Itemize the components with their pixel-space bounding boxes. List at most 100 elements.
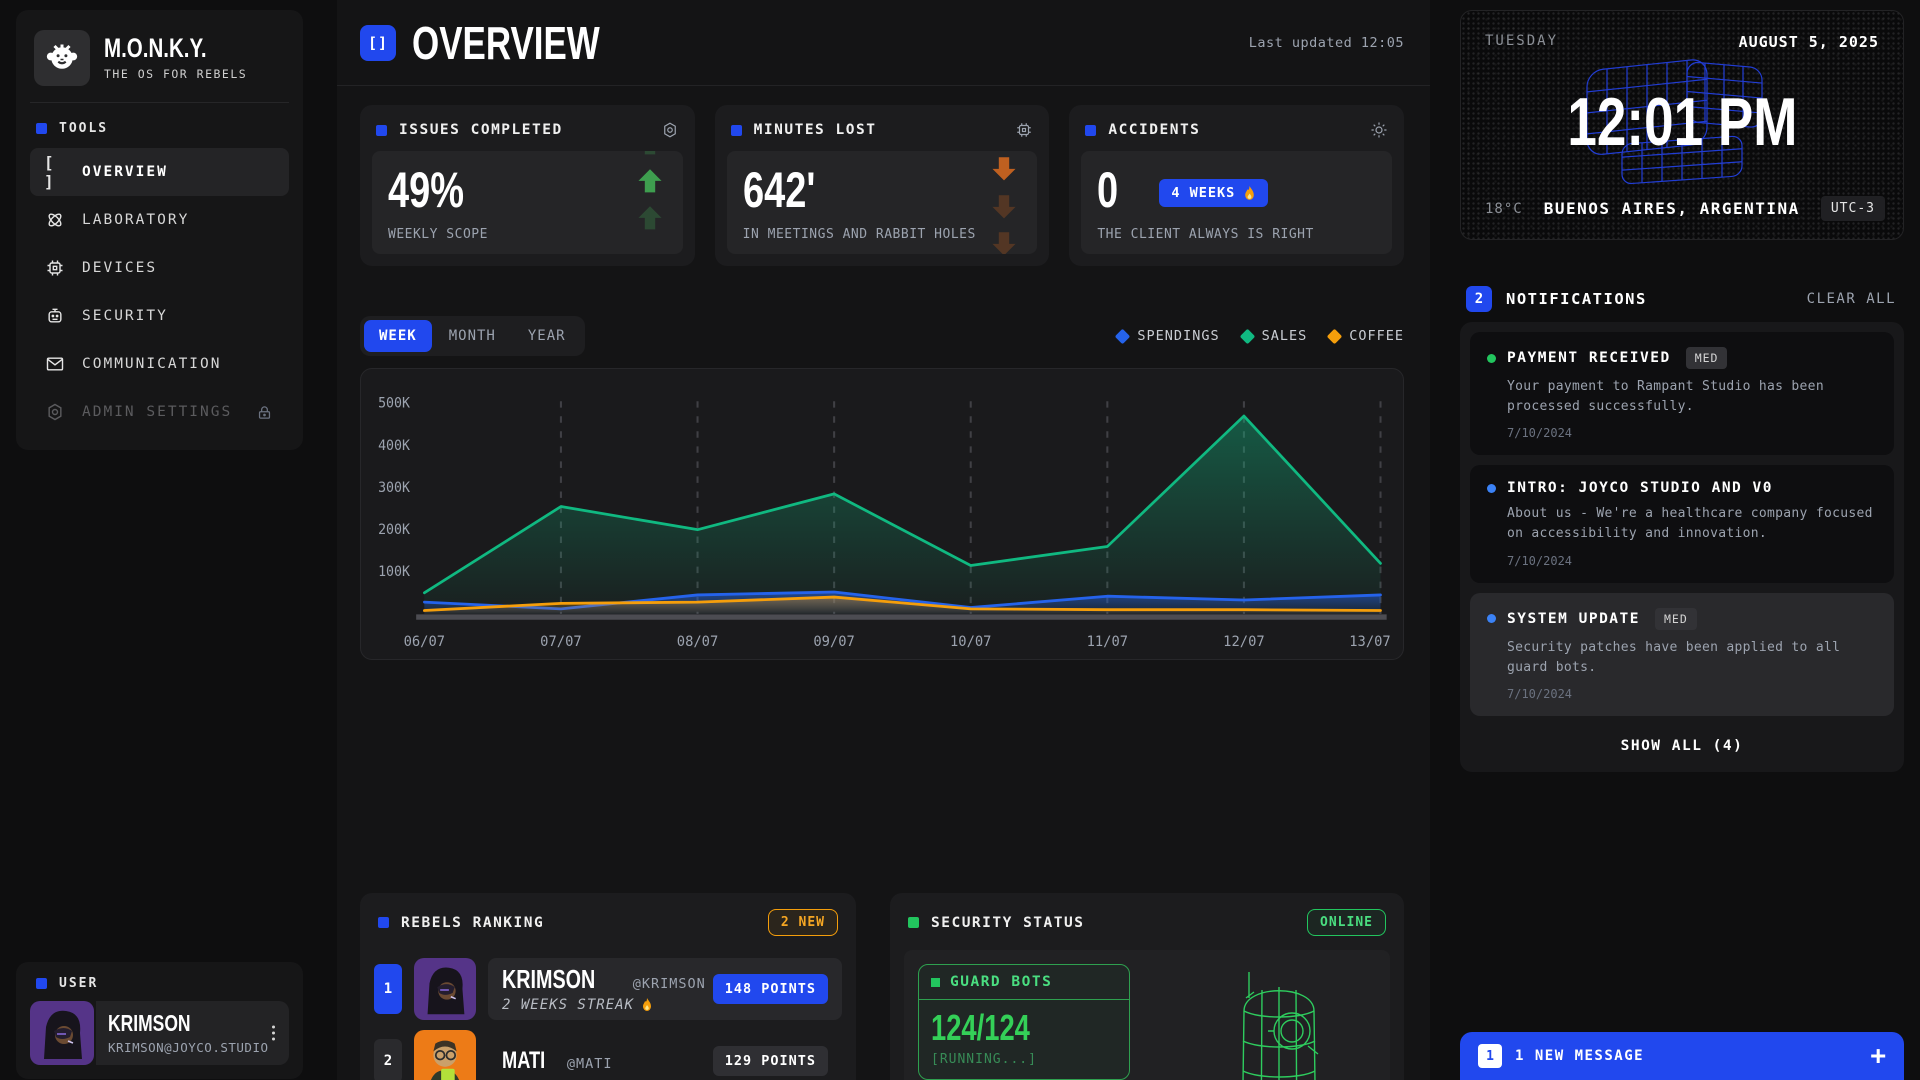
notifications-title: NOTIFICATIONS: [1506, 290, 1647, 308]
stat-caption: IN MEETINGS AND RABBIT HOLES: [742, 227, 976, 242]
sidebar-item-devices[interactable]: DEVICES: [30, 244, 289, 292]
tab-year[interactable]: YEAR: [527, 328, 566, 344]
svg-text:07/07: 07/07: [540, 634, 581, 650]
rank-row-1[interactable]: 1 KRIMS: [374, 958, 842, 1020]
guard-bots-value: 124/124: [931, 1007, 1030, 1048]
svg-text:200K: 200K: [378, 522, 411, 538]
stat-value: 0: [1097, 162, 1119, 218]
date-label: AUGUST 5, 2025: [1738, 33, 1879, 51]
stat-body: 49% WEEKLY SCOPE: [372, 151, 683, 254]
stat-value: 49%: [388, 162, 465, 218]
rebels-ranking-card: REBELS RANKING 2 NEW 1: [360, 893, 856, 1080]
notification-count-badge: 2: [1466, 286, 1492, 312]
cog-settings-icon[interactable]: [1370, 121, 1388, 139]
hex-nut-icon: [44, 402, 66, 422]
sidebar-item-overview[interactable]: [ ] OVERVIEW: [30, 148, 289, 196]
stat-title: MINUTES LOST: [753, 122, 877, 138]
green-square-bullet: [931, 977, 940, 987]
notification-body: Security patches have been applied to al…: [1507, 639, 1841, 675]
notification-intro-joyco[interactable]: INTRO: JOYCO STUDIO AND V0 About us - We…: [1470, 465, 1894, 583]
stat-card-minutes-lost: MINUTES LOST 642' IN MEETINGS AND RABBIT…: [714, 105, 1050, 266]
legend-sales: SALES: [1239, 328, 1308, 344]
security-panel: GUARD BOTS 124/124 [RUNNING...] FIREWALL: [904, 950, 1390, 1080]
blue-wireframe-art: [1567, 43, 1797, 207]
metrics-chart: 100K 200K 300K 400K 500K 06/07 07/07 08/07 09/07…: [360, 368, 1404, 660]
stat-body: 642' IN MEETINGS AND RABBIT HOLES: [726, 151, 1038, 254]
svg-text:12/07: 12/07: [1223, 634, 1264, 650]
notification-title: INTRO: JOYCO STUDIO AND V0: [1507, 480, 1773, 497]
user-name: KRIMSON: [108, 1010, 191, 1037]
plus-icon[interactable]: +: [1870, 1041, 1886, 1071]
trend-down-arrows: [981, 155, 1027, 254]
sidebar-item-laboratory[interactable]: LABORATORY: [30, 196, 289, 244]
stat-title: ISSUES COMPLETED: [399, 122, 563, 138]
show-all-button[interactable]: SHOW ALL (4): [1620, 737, 1744, 754]
location-label: BUENOS AIRES, ARGENTINA: [1543, 199, 1800, 218]
stats-row: ISSUES COMPLETED 49% WEEKLY SCOPE: [360, 105, 1405, 266]
nut-settings-icon[interactable]: [661, 121, 679, 139]
notification-payment-received[interactable]: PAYMENT RECEIVED MED Your payment to Ram…: [1470, 332, 1894, 456]
online-status-badge: ONLINE: [1307, 909, 1386, 936]
monkey-logo-icon: [34, 30, 90, 86]
guard-bots-state: [RUNNING...]: [931, 1052, 1037, 1067]
sidebar-item-label: ADMIN SETTINGS: [82, 404, 233, 420]
notification-system-update[interactable]: SYSTEM UPDATE MED Security patches have …: [1470, 592, 1894, 716]
new-count-badge: 2 NEW: [767, 909, 838, 936]
blue-square-bullet: [730, 124, 742, 136]
blue-square-bullet: [1085, 124, 1097, 136]
notification-body: Your payment to Rampant Studio has been …: [1507, 379, 1824, 415]
bottom-row: REBELS RANKING 2 NEW 1: [360, 893, 1404, 1080]
points-badge: 129 POINTS: [712, 1046, 828, 1076]
chip-settings-icon[interactable]: [1015, 121, 1033, 139]
tab-week[interactable]: WEEK: [364, 320, 432, 352]
app-subtitle: THE OS FOR REBELS: [104, 67, 248, 81]
security-status-card: SECURITY STATUS ONLINE GUARD BOTS 124/12…: [890, 893, 1404, 1080]
tab-month[interactable]: MONTH: [448, 328, 496, 344]
sidebar-item-admin-settings[interactable]: ADMIN SETTINGS: [30, 388, 289, 436]
guard-bots-box: GUARD BOTS 124/124 [RUNNING...]: [918, 964, 1130, 1080]
sidebar-item-security[interactable]: SECURITY: [30, 292, 289, 340]
message-count-badge: 1: [1478, 1044, 1502, 1068]
blue-dot-icon: [1487, 614, 1496, 624]
clock-card: TUESDAY AUGUST 5, 2025: [1460, 10, 1904, 240]
blue-square-bullet: [378, 917, 389, 928]
sidebar-item-label: DEVICES: [82, 260, 158, 276]
rank-row-2[interactable]: 2 MATI: [374, 1030, 842, 1080]
severity-badge: MED: [1655, 607, 1697, 630]
clock-time: 12:01 PM: [1567, 83, 1797, 160]
accident-streak-badge: 4 WEEKS: [1159, 179, 1269, 207]
stat-caption: THE CLIENT ALWAYS IS RIGHT: [1097, 227, 1314, 242]
range-tabs: WEEK MONTH YEAR: [360, 316, 585, 356]
sidebar-item-label: COMMUNICATION: [82, 356, 222, 372]
rank-avatar-krimson: [414, 958, 476, 1020]
notification-body: About us - We're a healthcare company fo…: [1507, 506, 1873, 542]
user-row[interactable]: KRIMSON KRIMSON@JOYCO.STUDIO: [30, 1001, 289, 1065]
rank-name: KRIMSON: [502, 963, 596, 994]
diamond-marker-blue: [1115, 328, 1131, 344]
diamond-marker-green: [1239, 328, 1255, 344]
rank-number: 1: [374, 964, 402, 1014]
notification-title: PAYMENT RECEIVED: [1507, 350, 1671, 366]
notifications-list: PAYMENT RECEIVED MED Your payment to Ram…: [1460, 322, 1904, 772]
notification-title: SYSTEM UPDATE: [1507, 610, 1640, 627]
main-content: [] OVERVIEW Last updated 12:05 ISSUES CO…: [337, 0, 1430, 1080]
stat-card-issues-completed: ISSUES COMPLETED 49% WEEKLY SCOPE: [360, 105, 695, 266]
user-email: KRIMSON@JOYCO.STUDIO: [108, 1039, 269, 1055]
kebab-menu-icon[interactable]: [268, 1022, 279, 1045]
svg-text:10/07: 10/07: [950, 634, 991, 650]
points-badge: 148 POINTS: [712, 974, 828, 1004]
rank-name: MATI: [502, 1047, 546, 1074]
new-message-bar[interactable]: 1 1 NEW MESSAGE +: [1460, 1032, 1904, 1080]
rank-avatar-mati: [414, 1030, 476, 1080]
brackets-icon: [ ]: [44, 153, 56, 191]
rank-info: KRIMSON @KRIMSON 2 WEEKS STREAK: [488, 958, 842, 1020]
severity-badge: MED: [1685, 347, 1728, 369]
atom-icon: [44, 210, 66, 230]
sidebar-item-communication[interactable]: COMMUNICATION: [30, 340, 289, 388]
svg-text:11/07: 11/07: [1087, 634, 1128, 650]
chart-legend: SPENDINGS SALES COFFEE: [1115, 328, 1404, 344]
clear-all-button[interactable]: CLEAR ALL: [1806, 291, 1896, 307]
svg-text:09/07: 09/07: [813, 634, 854, 650]
user-avatar: [30, 1001, 94, 1065]
rank-handle: @KRIMSON: [632, 975, 706, 992]
